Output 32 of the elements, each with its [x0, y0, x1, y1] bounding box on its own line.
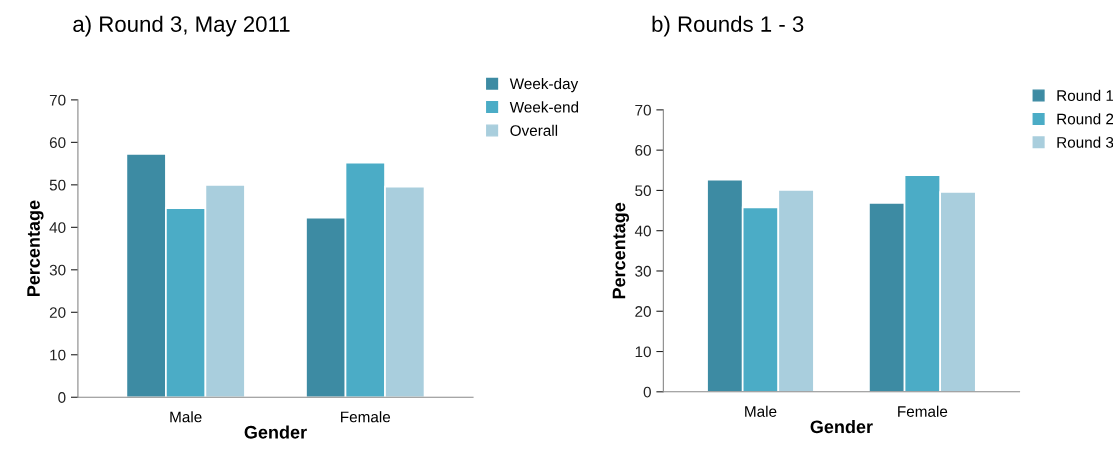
- y-tick-label: 0: [643, 386, 651, 398]
- y-tick-label: 40: [634, 225, 651, 237]
- y-tick-label: 30: [635, 265, 651, 277]
- y-tick-label: 70: [49, 94, 66, 106]
- legend-label: Week-end: [509, 101, 579, 113]
- x-axis-title: Gender: [810, 419, 873, 434]
- legend-label: Overall: [510, 124, 558, 136]
- y-tick-label: 50: [635, 185, 651, 197]
- y-axis-title: Percentage: [612, 202, 629, 299]
- legend-label: Round 1: [1057, 89, 1113, 102]
- x-tick-label: Male: [745, 405, 777, 417]
- x-tick-label: Male: [170, 411, 202, 423]
- y-tick-label: 70: [635, 104, 651, 116]
- y-tick-label: 20: [49, 307, 66, 318]
- legend-label: Week-day: [509, 77, 579, 93]
- y-tick-label: 20: [635, 306, 651, 317]
- legend-label: Round 2: [1057, 113, 1113, 125]
- legend-label: Round 3: [1057, 136, 1113, 148]
- y-tick-label: 10: [50, 349, 66, 361]
- y-tick-label: 60: [635, 145, 651, 156]
- y-tick-label: 60: [49, 137, 66, 149]
- y-tick-label: 50: [49, 179, 66, 191]
- y-tick-label: 0: [58, 392, 66, 403]
- chart-title: b) Rounds 1 - 3: [652, 15, 804, 37]
- x-tick-label: Female: [341, 411, 391, 423]
- x-axis-title: Gender: [244, 425, 307, 439]
- y-axis-title: Percentage: [27, 200, 44, 297]
- y-tick-label: 40: [49, 222, 66, 234]
- x-tick-label: Female: [898, 405, 948, 417]
- y-tick-label: 30: [49, 264, 66, 276]
- y-tick-label: 10: [635, 346, 651, 358]
- chart-title: a) Round 3, May 2011: [73, 15, 290, 37]
